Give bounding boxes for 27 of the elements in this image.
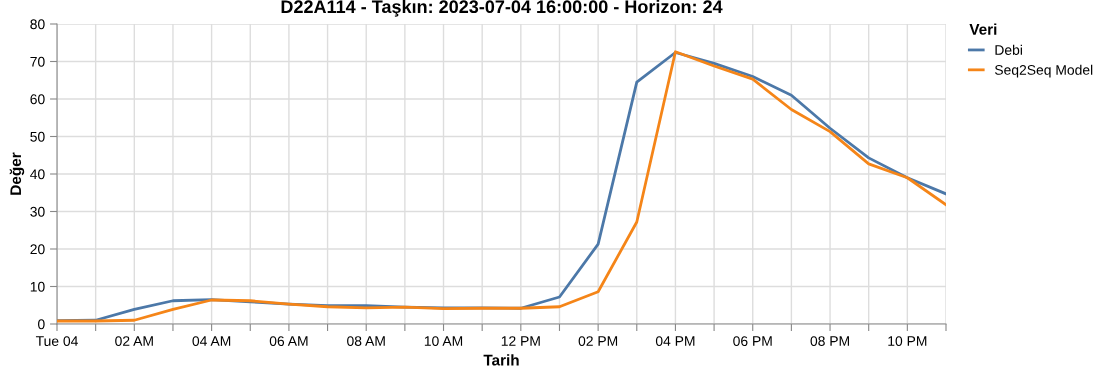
- y-tick-label: 50: [30, 131, 45, 142]
- y-tick-label: 40: [30, 169, 45, 180]
- y-tick-label: 30: [30, 206, 45, 217]
- x-tick-label: Tue 04: [35, 336, 78, 347]
- y-tick-label: 10: [30, 281, 45, 292]
- x-tick-label: 02 AM: [115, 336, 153, 347]
- x-tick-label: 12 PM: [501, 336, 540, 346]
- x-tick-label: 08 PM: [810, 336, 849, 347]
- x-tick-label: 04 AM: [192, 336, 231, 347]
- x-axis-title: Tarih: [483, 354, 519, 366]
- y-tick-label: 70: [30, 56, 45, 67]
- y-tick-label: 0: [38, 319, 45, 330]
- chart-title: D22A114 - Taşkın: 2023-07-04 16:00:00 - Horizon: 24: [281, 0, 723, 17]
- y-axis-title: Değer: [9, 152, 25, 195]
- legend-label: Debi: [995, 44, 1022, 55]
- x-tick-label: 06 PM: [733, 336, 772, 347]
- y-tick-label: 60: [30, 94, 45, 105]
- x-tick-label: 10 AM: [424, 336, 463, 347]
- legend-title: Veri: [969, 23, 997, 35]
- x-tick-label: 08 AM: [347, 336, 385, 347]
- legend-label: Seq2Seq Model: [994, 64, 1093, 78]
- x-tick-label: 04 PM: [655, 336, 695, 347]
- y-tick-label: 20: [30, 244, 45, 255]
- x-tick-label: 06 AM: [269, 336, 308, 347]
- y-tick-label: 80: [30, 19, 45, 30]
- x-tick-label: 10 PM: [888, 336, 927, 347]
- x-tick-label: 02 PM: [578, 336, 618, 347]
